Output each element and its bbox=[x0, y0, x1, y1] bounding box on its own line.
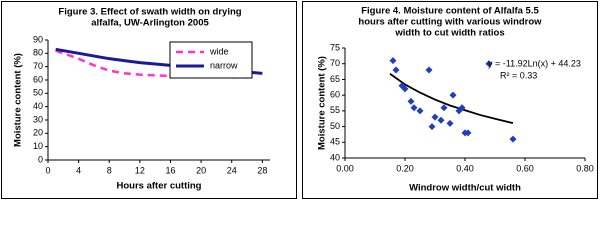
y-tick-label: 75 bbox=[330, 42, 340, 52]
x-tick-label: 0.20 bbox=[396, 163, 414, 173]
x-tick-label: 0.00 bbox=[336, 163, 354, 173]
y-tick-label: 80 bbox=[33, 48, 43, 58]
x-tick-label: 24 bbox=[227, 165, 237, 175]
x-tick-label: 0 bbox=[45, 165, 50, 175]
x-tick-label: 16 bbox=[165, 165, 175, 175]
y-tick-label: 0 bbox=[38, 154, 43, 164]
panel bbox=[302, 1, 598, 199]
chart-title: hours after cutting with various windrow bbox=[358, 17, 542, 28]
y-tick-label: 20 bbox=[33, 128, 43, 138]
x-axis-label: Hours after cutting bbox=[117, 181, 202, 192]
data-point bbox=[437, 116, 445, 124]
y-tick-label: 60 bbox=[330, 90, 340, 100]
x-tick-label: 12 bbox=[135, 165, 145, 175]
data-point bbox=[446, 119, 454, 127]
y-tick-label: 40 bbox=[330, 152, 340, 162]
x-tick-label: 20 bbox=[196, 165, 206, 175]
x-axis-label: Windrow width/cut width bbox=[409, 183, 521, 194]
chart-title: Figure 3. Effect of swath width on dryin… bbox=[58, 7, 241, 18]
y-tick-label: 60 bbox=[33, 74, 43, 84]
data-point bbox=[440, 104, 448, 112]
y-tick-label: 55 bbox=[330, 105, 340, 115]
data-point bbox=[410, 104, 418, 112]
data-point bbox=[407, 97, 415, 105]
y-tick-label: 30 bbox=[33, 114, 43, 124]
annotation: R² = 0.33 bbox=[500, 70, 537, 80]
y-tick-label: 10 bbox=[33, 141, 43, 151]
annotation: y = -11.92Ln(x) + 44.23 bbox=[488, 58, 581, 68]
panel bbox=[1, 1, 297, 199]
legend-label: narrow bbox=[210, 60, 238, 70]
x-tick-label: 0.40 bbox=[456, 163, 474, 173]
data-point bbox=[401, 85, 409, 93]
chart-title: width to cut width ratios bbox=[394, 28, 504, 39]
figure: Figure 3. Effect of swath width on dryin… bbox=[1, 1, 598, 199]
y-tick-label: 70 bbox=[330, 58, 340, 68]
legend-label: wide bbox=[209, 46, 229, 56]
data-point bbox=[485, 60, 493, 68]
legend-box bbox=[169, 41, 253, 79]
y-tick-label: 50 bbox=[330, 121, 340, 131]
x-tick-label: 0.60 bbox=[516, 163, 534, 173]
data-point bbox=[416, 107, 424, 115]
data-point bbox=[464, 129, 472, 137]
y-tick-label: 90 bbox=[33, 34, 43, 44]
data-point bbox=[389, 57, 397, 65]
x-tick-label: 4 bbox=[76, 165, 81, 175]
x-tick-label: 8 bbox=[107, 165, 112, 175]
y-tick-label: 50 bbox=[33, 88, 43, 98]
data-point bbox=[431, 113, 439, 121]
data-point bbox=[425, 66, 433, 74]
y-axis-label: Moisture content (%) bbox=[13, 53, 24, 147]
data-point bbox=[392, 66, 400, 74]
y-tick-label: 45 bbox=[330, 137, 340, 147]
chart-title: Figure 4. Moisture content of Alfalfa 5.… bbox=[361, 6, 539, 17]
x-tick-label: 0.80 bbox=[576, 163, 594, 173]
y-axis-label: Moisture content (%) bbox=[317, 56, 328, 150]
y-tick-label: 65 bbox=[330, 74, 340, 84]
trendline bbox=[389, 73, 514, 124]
data-point bbox=[449, 91, 457, 99]
x-tick-label: 28 bbox=[257, 165, 267, 175]
data-point bbox=[509, 135, 517, 143]
chart-title: alfalfa, UW-Arlington 2005 bbox=[91, 18, 209, 29]
y-tick-label: 40 bbox=[33, 101, 43, 111]
y-tick-label: 70 bbox=[33, 61, 43, 71]
data-point bbox=[458, 104, 466, 112]
data-point bbox=[428, 123, 436, 131]
